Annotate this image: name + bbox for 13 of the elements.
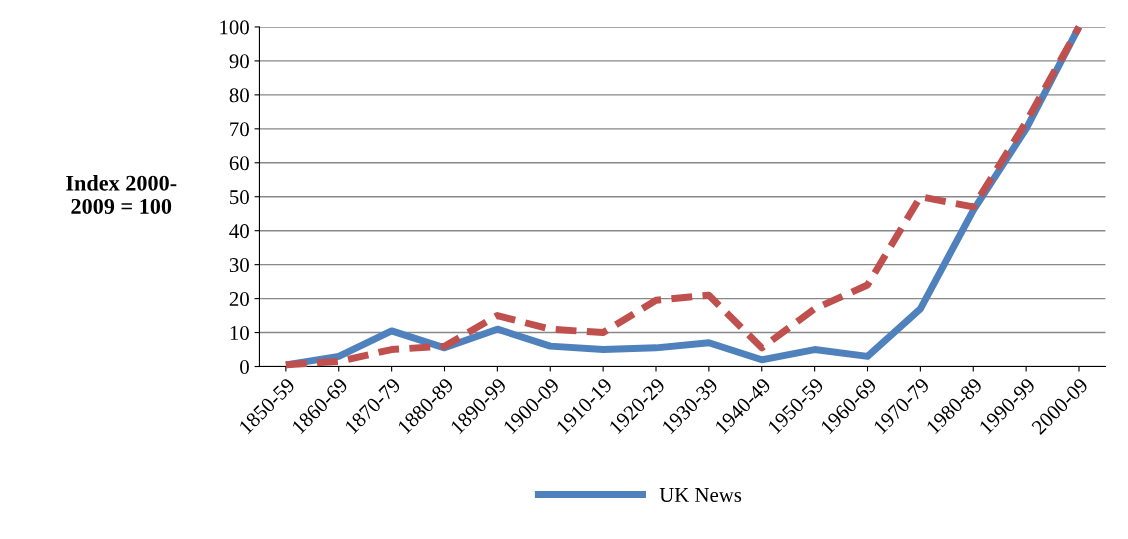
y-tick-label: 90 [229,54,249,69]
y-tick-label: 40 [229,224,249,239]
y-tick-label: 100 [220,20,249,35]
y-tick-label: 70 [230,122,249,137]
y-tick-label: 30 [229,258,249,273]
y-tick-label: 80 [229,88,249,103]
y-tick-label: 20 [229,291,249,307]
y-tick-label: 0 [240,359,249,374]
text: UK News [659,488,742,502]
y-tick-label: 60 [229,156,249,171]
y-axis-title: Index 2000- 2009 = 100 [66,175,177,214]
y-tick-label: 50 [230,190,249,205]
y-tick-label: 10 [230,325,249,340]
